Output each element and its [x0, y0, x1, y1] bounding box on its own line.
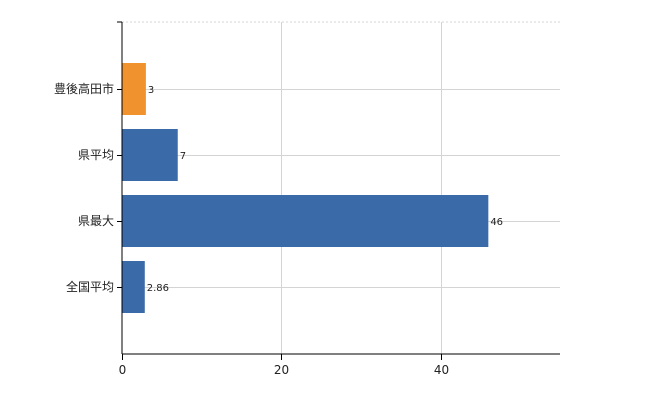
- bar: [122, 63, 146, 115]
- data-label: 2.86: [147, 283, 169, 294]
- category-label: 豊後高田市: [54, 81, 114, 96]
- category-label: 県最大: [78, 214, 114, 228]
- bar: [122, 261, 145, 313]
- data-label: 7: [180, 151, 186, 162]
- x-tick-label: 40: [434, 363, 449, 377]
- category-label: 全国平均: [66, 279, 114, 294]
- category-label: 県平均: [78, 148, 114, 162]
- axes: [117, 21, 560, 355]
- data-label: 3: [148, 85, 154, 96]
- bar: [122, 195, 489, 247]
- x-tick-label: 20: [274, 363, 289, 377]
- bar: [122, 129, 178, 181]
- labels: 0 20 40 3 豊後高田市 7 県平均 46 県最大 2.86 全国平均: [54, 81, 503, 377]
- x-tick-label: 0: [119, 363, 127, 377]
- grid-lines: [122, 21, 560, 354]
- data-label: 46: [490, 217, 503, 228]
- bars: [122, 63, 489, 313]
